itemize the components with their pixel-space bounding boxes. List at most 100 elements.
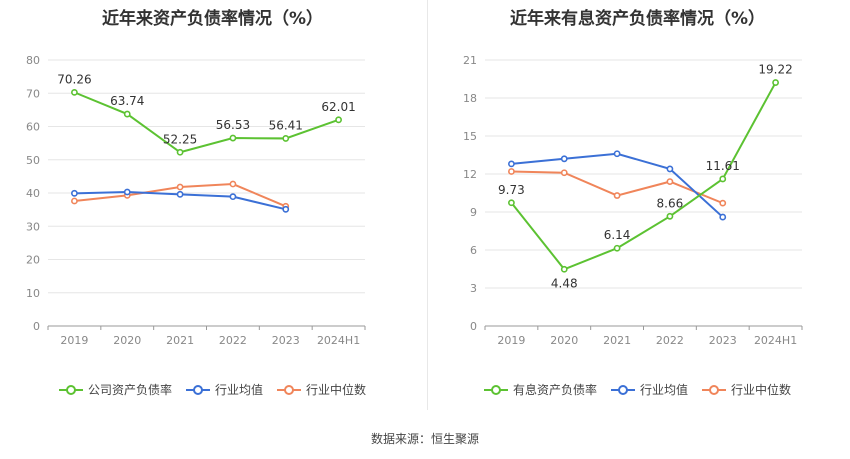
- series-line: [511, 152, 724, 218]
- legend-swatch-icon: [483, 384, 508, 395]
- legend-label: 行业中位数: [306, 383, 367, 397]
- legend-swatch-icon: [185, 384, 210, 395]
- x-tick-label: 2019: [497, 334, 525, 347]
- data-label: 4.48: [551, 276, 578, 290]
- data-label: 56.41: [269, 118, 303, 132]
- x-tick-label: 2022: [656, 334, 684, 347]
- data-point: [560, 265, 568, 273]
- legend-label: 公司资产负债率: [87, 383, 172, 397]
- data-point: [282, 135, 290, 142]
- y-tick-label: 15: [463, 130, 477, 143]
- data-label: 52.25: [163, 132, 197, 146]
- y-tick-label: 10: [26, 287, 40, 300]
- y-tick-label: 30: [26, 220, 40, 233]
- y-tick-label: 0: [33, 320, 40, 333]
- x-tick-label: 2023: [709, 334, 737, 347]
- chart-title: 近年来有息资产负债率情况（%）: [509, 9, 766, 29]
- y-tick-label: 3: [470, 282, 477, 295]
- chart-panel-left: 近年来资产负债率情况（%） 0 10 20 30 40 50 60 70 80 2019 2020 2…: [0, 0, 425, 420]
- x-tick-label: 2023: [272, 334, 300, 347]
- data-point: [508, 199, 515, 207]
- y-tick-label: 18: [463, 92, 477, 105]
- data-point: [71, 197, 78, 205]
- panel-divider: [427, 0, 428, 410]
- x-tick-label: 2022: [219, 334, 247, 347]
- data-point: [229, 134, 237, 142]
- data-point: [719, 213, 727, 221]
- legend-label: 行业均值: [639, 383, 688, 397]
- data-point: [176, 183, 184, 191]
- y-tick-label: 9: [470, 206, 477, 219]
- data-point: [666, 165, 674, 173]
- x-tick-label: 2019: [60, 334, 88, 347]
- data-point: [71, 189, 78, 197]
- data-point: [71, 88, 78, 96]
- data-source-note: 数据来源：恒生聚源: [370, 432, 479, 446]
- data-point: [666, 178, 674, 185]
- data-point: [335, 116, 342, 124]
- y-tick-label: 80: [26, 54, 40, 67]
- data-point: [176, 190, 184, 198]
- data-point: [282, 205, 290, 213]
- data-point: [508, 160, 515, 168]
- data-point: [719, 175, 727, 183]
- chart-title: 近年来资产负债率情况（%）: [101, 9, 324, 29]
- data-label: 9.73: [498, 183, 525, 197]
- y-tick-label: 60: [26, 121, 40, 134]
- chart-legend: 有息资产负债率 行业均值 行业中位数: [425, 381, 850, 398]
- x-tick-label: 2024H1: [317, 334, 360, 347]
- legend-swatch-icon: [277, 384, 301, 395]
- data-point: [229, 193, 237, 201]
- legend-item[interactable]: 行业均值: [185, 381, 263, 398]
- x-tick-label: 2021: [166, 334, 194, 347]
- legend-item[interactable]: 行业中位数: [277, 381, 366, 398]
- chart-plot-area: 0 3 6 9 12 15 18 21 2019 2020 2021 2022 2023 2024H1 9.…: [463, 54, 803, 347]
- data-point: [560, 155, 568, 163]
- y-tick-label: 40: [26, 187, 40, 200]
- x-tick-label: 2020: [550, 334, 578, 347]
- data-label: 56.53: [216, 118, 250, 132]
- x-tick-label: 2020: [113, 334, 141, 347]
- y-tick-label: 50: [26, 154, 40, 167]
- data-point: [613, 150, 621, 158]
- y-tick-label: 21: [463, 54, 477, 67]
- data-label: 63.74: [110, 94, 144, 108]
- series-line: [510, 82, 777, 271]
- chart-panel-right: 近年来有息资产负债率情况（%） 0 3 6 9 12 15 18 21 2019 2020 2021…: [425, 0, 850, 420]
- y-tick-label: 70: [26, 87, 40, 100]
- data-point: [123, 188, 131, 196]
- chart-plot-area: 0 10 20 30 40 50 60 70 80 2019 2020 2021 2022 2023 202…: [26, 54, 366, 347]
- data-point: [229, 180, 237, 188]
- data-point: [560, 169, 568, 177]
- chart-legend: 公司资产负债率 行业均值 行业中位数: [0, 381, 425, 398]
- legend-swatch-icon: [58, 384, 83, 395]
- data-point: [719, 199, 727, 207]
- data-point: [613, 244, 621, 252]
- legend-item[interactable]: 有息资产负债率: [483, 381, 597, 398]
- data-label: 6.14: [604, 228, 631, 242]
- y-tick-label: 6: [470, 244, 477, 257]
- x-tick-label: 2024H1: [754, 334, 797, 347]
- series-line: [74, 91, 339, 154]
- legend-item[interactable]: 公司资产负债率: [58, 381, 172, 398]
- data-point: [772, 79, 779, 86]
- data-point: [666, 212, 674, 220]
- y-tick-label: 0: [470, 320, 477, 333]
- data-point: [176, 148, 184, 156]
- data-label: 11.61: [706, 159, 740, 173]
- data-label: 62.01: [321, 100, 355, 114]
- y-tick-label: 12: [463, 168, 477, 181]
- data-label: 70.26: [57, 72, 91, 86]
- data-label: 8.66: [657, 196, 684, 210]
- data-label: 19.22: [758, 63, 792, 77]
- legend-label: 有息资产负债率: [512, 383, 597, 397]
- legend-label: 行业均值: [214, 383, 263, 397]
- legend-item[interactable]: 行业均值: [610, 381, 688, 398]
- legend-label: 行业中位数: [731, 383, 792, 397]
- data-point: [123, 110, 131, 118]
- legend-swatch-icon: [702, 384, 726, 395]
- y-tick-label: 20: [26, 254, 40, 267]
- data-point: [613, 192, 621, 199]
- legend-item[interactable]: 行业中位数: [702, 381, 791, 398]
- data-point: [508, 168, 515, 175]
